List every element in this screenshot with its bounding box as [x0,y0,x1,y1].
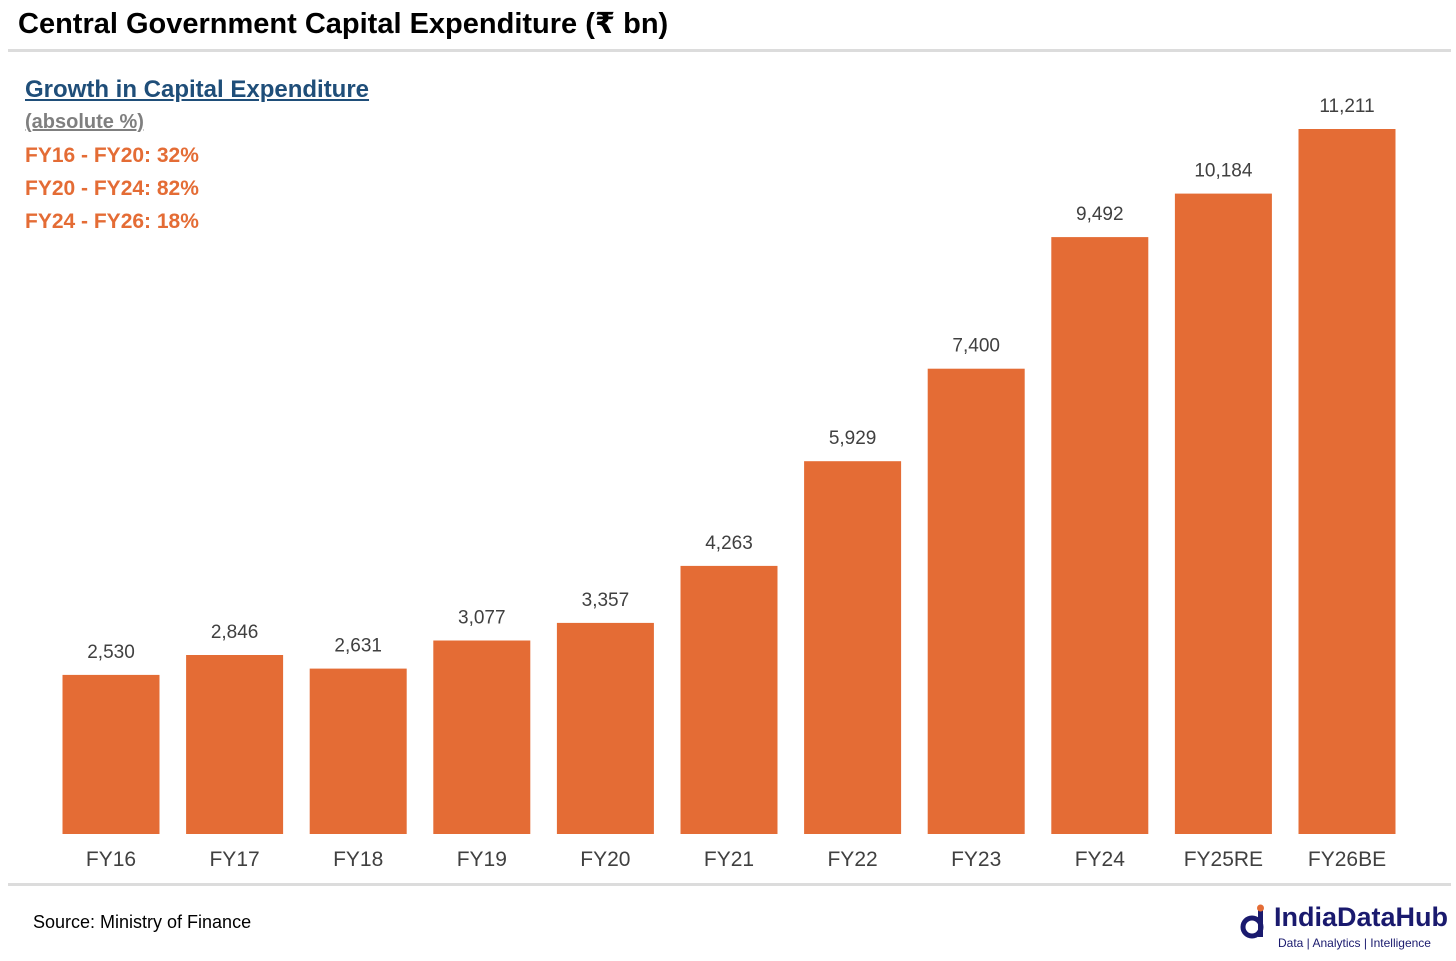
data-label-fy26be: 11,211 [1319,96,1374,117]
annotation-line-fy24-fy26: FY24 - FY26: 18% [25,210,199,233]
x-tick-label-fy19: FY19 [457,848,507,871]
bar-chart: 2,530 FY16 2,846 FY17 2,631 FY18 3,077 FY19 3,35… [62,96,1396,871]
x-tick-label-fy22: FY22 [827,848,877,871]
logo-name: IndiaDataHub [1274,902,1449,932]
growth-annotation: Growth in Capital Expenditure (absolute … [25,74,369,238]
data-label-fy24: 9,492 [1076,204,1124,225]
bar-fy18 [309,668,407,834]
bar-fy17 [186,655,284,834]
data-label-fy19: 3,077 [458,608,506,629]
indiadatahub-logo: IndiaDataHub Data | Analytics | Intellig… [1240,902,1450,954]
bar-fy20 [556,622,654,834]
data-label-fy17: 2,846 [211,622,259,643]
bar-fy24 [1051,237,1149,835]
data-label-fy21: 4,263 [705,533,753,554]
logo-tagline: Data | Analytics | Intelligence [1278,936,1431,950]
x-tick-label-fy17: FY17 [209,848,259,871]
data-label-fy16: 2,530 [87,642,135,663]
bar-fy21 [680,565,778,834]
x-tick-label-fy21: FY21 [704,848,754,871]
annotation-line-fy16-fy20: FY16 - FY20: 32% [25,144,199,167]
bar-fy22 [804,461,902,834]
data-label-fy20: 3,357 [582,590,630,611]
x-tick-label-fy23: FY23 [951,848,1001,871]
top-divider [8,49,1451,52]
bar-fy26be [1298,129,1396,834]
bar-fy23 [927,368,1025,834]
annotation-subheading: (absolute %) [25,111,144,133]
d-letter-logo-icon [1240,904,1264,939]
x-tick-label-fy26be: FY26BE [1308,848,1386,871]
data-label-fy23: 7,400 [952,336,1000,357]
annotation-heading: Growth in Capital Expenditure [25,76,370,103]
bar-fy25re [1174,193,1272,835]
x-tick-label-fy25re: FY25RE [1184,848,1263,871]
x-tick-label-fy18: FY18 [333,848,383,871]
annotation-line-fy20-fy24: FY20 - FY24: 82% [25,177,199,200]
data-label-fy25re: 10,184 [1194,161,1253,182]
x-tick-label-fy20: FY20 [580,848,630,871]
data-label-fy22: 5,929 [829,428,877,449]
source-note: Source: Ministry of Finance [33,912,252,932]
bottom-divider [8,883,1451,886]
bar-fy19 [433,640,531,834]
bar-fy16 [62,674,160,834]
data-label-fy18: 2,631 [334,636,382,657]
chart-title: Central Government Capital Expenditure (… [18,8,669,40]
x-tick-label-fy16: FY16 [86,848,136,871]
x-tick-label-fy24: FY24 [1075,848,1126,871]
